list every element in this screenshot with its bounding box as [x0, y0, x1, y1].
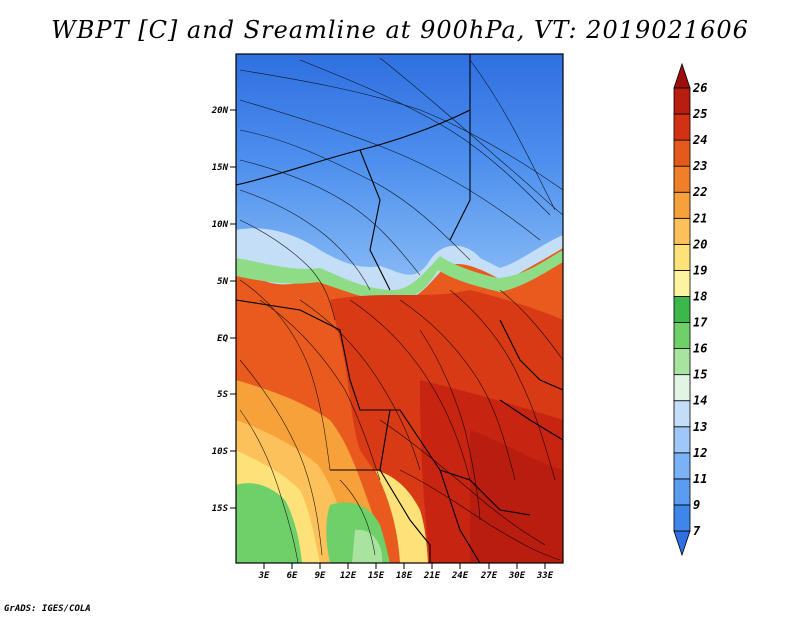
lon-tick: 15E [368, 563, 385, 581]
green-patch [236, 483, 302, 563]
lat-tick-label: 15N [212, 163, 229, 173]
lon-tick: 3E [258, 563, 270, 581]
lon-tick: 12E [340, 563, 357, 581]
colorbar-segment [673, 191, 691, 219]
colorbar-label: 19 [693, 263, 707, 277]
colorbar-segment [673, 243, 691, 271]
lat-tick: 10S [212, 447, 236, 457]
lat-tick: 20N [211, 106, 236, 116]
colorbar-label: 7 [693, 524, 701, 538]
lon-tick-label: 18E [396, 571, 413, 581]
lat-tick-label: 5N [217, 277, 228, 287]
chart-title: WBPT [C] and Sreamline at 900hPa, VT: 20… [51, 16, 749, 44]
lon-tick: 9E [315, 563, 326, 581]
streamlines [239, 57, 563, 563]
lat-tick-label: EQ [217, 334, 228, 344]
lat-tick: 15N [212, 163, 236, 173]
colorbar-segment [673, 165, 691, 193]
lon-tick-label: 3E [258, 571, 270, 581]
lon-tick-label: 33E [536, 571, 554, 581]
colorbar-label: 22 [692, 185, 707, 199]
credit-label: GrADS: IGES/COLA [4, 604, 91, 614]
latitude-axis: 20N 15N 10N 5N EQ 5S 10S 15S [211, 106, 236, 514]
lon-tick: 6E [287, 563, 298, 581]
colorbar-segment [673, 322, 691, 349]
lon-tick-label: 12E [340, 571, 357, 581]
map-frame [235, 53, 564, 564]
country-borders [236, 54, 563, 563]
lat-tick-label: 15S [212, 504, 229, 514]
lon-tick-label: 21E [423, 571, 441, 581]
colorbar-label: 23 [692, 159, 707, 173]
lon-tick-label: 9E [315, 571, 326, 581]
lon-tick: 21E [423, 563, 441, 581]
longitude-axis: 3E 6E 9E 12E 15E 18E 21E 24E [258, 563, 554, 581]
lon-tick: 18E [396, 563, 413, 581]
colorbar-segment [673, 478, 691, 506]
colorbar-max-arrow [673, 62, 691, 89]
colorbar-segment [673, 426, 691, 454]
lon-tick-label: 6E [287, 571, 298, 581]
lon-tick-label: 27E [480, 571, 498, 581]
colorbar-segment [673, 296, 691, 323]
colorbar-label: 17 [693, 316, 708, 330]
colorbar-segment [673, 348, 691, 376]
colorbar-segment [673, 139, 691, 167]
colorbar-label: 15 [693, 368, 707, 382]
colorbar-segment [673, 217, 691, 245]
temperature-field [236, 54, 563, 563]
colorbar-label: 24 [692, 133, 707, 147]
colorbar-label: 11 [693, 472, 707, 486]
colorbar-label: 14 [693, 394, 707, 408]
lat-tick: 15S [212, 504, 236, 514]
colorbar-label: 21 [692, 211, 707, 225]
lon-tick-label: 30E [508, 571, 526, 581]
lon-tick: 30E [508, 563, 526, 581]
colorbar-label: 12 [693, 446, 707, 460]
lat-tick-label: 10S [212, 447, 229, 457]
colorbar-label: 25 [692, 107, 707, 121]
colorbar-segment [673, 87, 691, 115]
colorbar-segment [673, 113, 691, 141]
lat-tick-label: 20N [211, 106, 229, 116]
lon-tick-label: 24E [451, 571, 469, 581]
lat-tick-label: 5S [217, 390, 228, 400]
colorbar-min-arrow [673, 530, 691, 557]
colorbar-label: 9 [693, 498, 700, 512]
lon-tick: 24E [451, 563, 469, 581]
colorbar-segment [673, 270, 691, 297]
colorbar-label: 18 [693, 289, 707, 303]
colorbar-segment [673, 504, 691, 532]
colorbar: 7 9 11 12 13 14 15 16 17 18 19 20 21 22 23 24 25 26 [673, 62, 708, 557]
lat-tick-label: 10N [212, 220, 229, 230]
lat-tick: 5N [217, 277, 236, 287]
lon-tick-label: 15E [368, 571, 385, 581]
cold-region [236, 54, 563, 298]
colorbar-segment [673, 452, 691, 480]
colorbar-segment [673, 400, 691, 428]
colorbar-label: 20 [692, 237, 707, 251]
lat-tick: 10N [212, 220, 236, 230]
colorbar-segment [673, 374, 691, 402]
lat-tick: EQ [217, 334, 236, 344]
colorbar-label: 26 [692, 81, 707, 95]
lat-tick: 5S [217, 390, 236, 400]
lon-tick: 33E [536, 563, 554, 581]
lon-tick: 27E [480, 563, 498, 581]
colorbar-label: 13 [693, 420, 707, 434]
colorbar-label: 16 [693, 342, 707, 356]
